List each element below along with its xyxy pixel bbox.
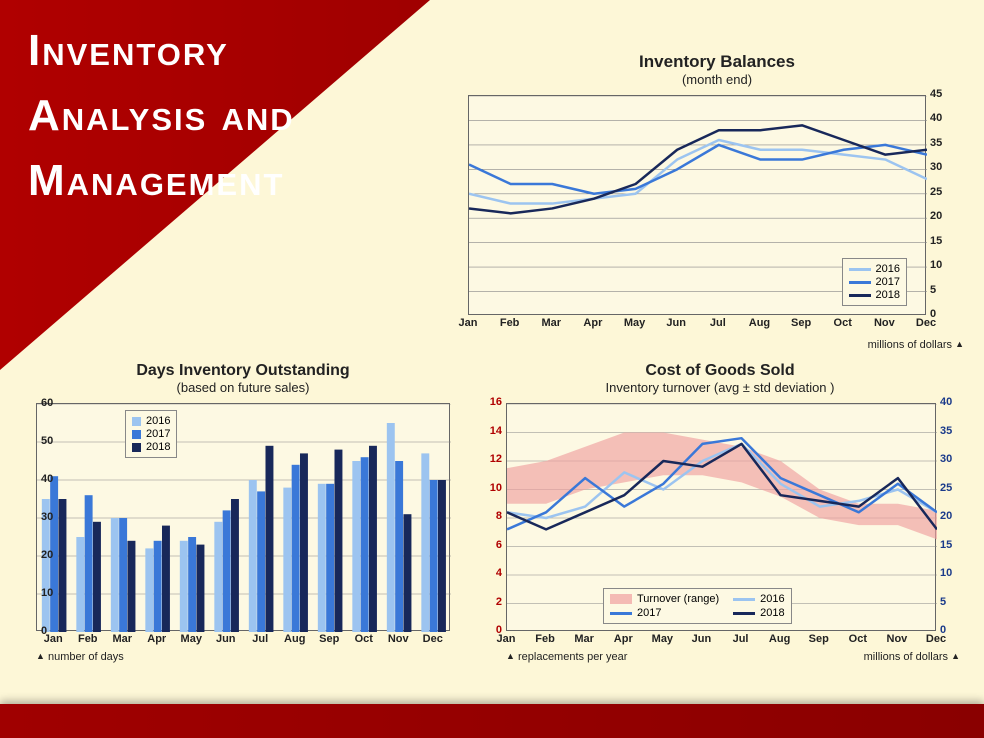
chart3-left-note: ▲ replacements per year bbox=[506, 651, 627, 663]
chart2-legend: 201620172018 bbox=[125, 410, 177, 458]
chart3-plot: Turnover (range)201620172018 bbox=[506, 403, 936, 631]
chart1-legend: 201620172018 bbox=[842, 258, 907, 306]
chart3-title: Cost of Goods Sold bbox=[480, 362, 960, 380]
chart-days-inventory: Days Inventory Outstanding (based on fut… bbox=[36, 362, 450, 663]
chart1-y-note: millions of dollars ▲ bbox=[468, 339, 966, 351]
chart2-y-note: ▲ number of days bbox=[36, 651, 450, 663]
chart3-subtitle: Inventory turnover (avg ± std deviation … bbox=[480, 380, 960, 395]
chart2-subtitle: (based on future sales) bbox=[36, 380, 450, 395]
chart3-right-note: millions of dollars ▲ bbox=[864, 651, 960, 663]
chart-cogs: Cost of Goods Sold Inventory turnover (a… bbox=[480, 362, 960, 663]
bottom-bar bbox=[0, 704, 984, 738]
chart2-title: Days Inventory Outstanding bbox=[36, 362, 450, 380]
chart1-title: Inventory Balances bbox=[468, 52, 966, 72]
chart1-plot: 201620172018 bbox=[468, 95, 926, 315]
chart2-plot: 0102030405060201620172018 bbox=[36, 403, 450, 631]
chart-inventory-balances: Inventory Balances (month end) 201620172… bbox=[468, 52, 966, 351]
chart1-subtitle: (month end) bbox=[468, 72, 966, 87]
chart3-legend: Turnover (range)201620172018 bbox=[603, 588, 792, 624]
